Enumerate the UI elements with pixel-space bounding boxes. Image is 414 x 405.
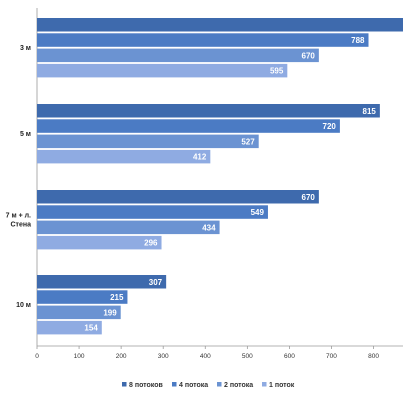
x-tick-label: 700 xyxy=(326,353,337,360)
legend-label: 4 потока xyxy=(179,382,208,389)
category-label: 7 м + л. xyxy=(6,213,31,220)
bar xyxy=(37,48,319,63)
bar xyxy=(37,220,220,235)
x-tick-label: 400 xyxy=(200,353,211,360)
bar-value-label: 788 xyxy=(351,36,365,45)
category-label: 3 м xyxy=(20,45,31,52)
legend-label: 1 поток xyxy=(269,382,295,389)
bar xyxy=(37,18,403,32)
bar-value-label: 412 xyxy=(193,153,207,162)
bar xyxy=(37,275,167,289)
bar-value-label: 215 xyxy=(110,293,124,302)
bar xyxy=(37,305,121,320)
x-tick-label: 100 xyxy=(74,353,85,360)
bar-value-label: 720 xyxy=(323,122,337,131)
bar-value-label: 434 xyxy=(202,223,216,232)
bar xyxy=(37,33,369,47)
legend-label: 2 потока xyxy=(224,382,253,389)
bar-value-label: 670 xyxy=(302,51,316,60)
bar-value-label: 296 xyxy=(144,239,158,248)
bar xyxy=(37,104,380,118)
x-tick-label: 300 xyxy=(158,353,169,360)
bar xyxy=(37,290,128,304)
x-tick-label: 200 xyxy=(116,353,127,360)
bar-value-label: 307 xyxy=(149,278,163,287)
bar-value-label: 670 xyxy=(302,193,316,202)
legend-swatch xyxy=(217,382,222,387)
bar xyxy=(37,205,268,219)
bar xyxy=(37,235,162,250)
bar xyxy=(37,63,288,78)
bar xyxy=(37,190,319,204)
bar-value-label: 549 xyxy=(251,208,265,217)
x-tick-label: 500 xyxy=(242,353,253,360)
x-tick-label: 0 xyxy=(35,353,39,360)
bar-value-label: 595 xyxy=(270,67,284,76)
legend-label: 8 потоков xyxy=(129,382,163,389)
legend-swatch xyxy=(122,382,127,387)
bar xyxy=(37,320,102,335)
bar-value-label: 527 xyxy=(241,137,255,146)
bar-value-label: 154 xyxy=(84,324,98,333)
bar xyxy=(37,134,259,149)
x-tick-label: 800 xyxy=(368,353,379,360)
category-label: 5 м xyxy=(20,131,31,138)
bar xyxy=(37,119,340,133)
bar xyxy=(37,149,211,164)
legend-swatch xyxy=(172,382,177,387)
legend-swatch xyxy=(262,382,267,387)
x-tick-label: 600 xyxy=(284,353,295,360)
category-label: 10 м xyxy=(16,302,31,309)
category-label: Стена xyxy=(11,222,32,229)
bar-value-label: 199 xyxy=(103,308,117,317)
bar-value-label: 815 xyxy=(363,107,377,116)
